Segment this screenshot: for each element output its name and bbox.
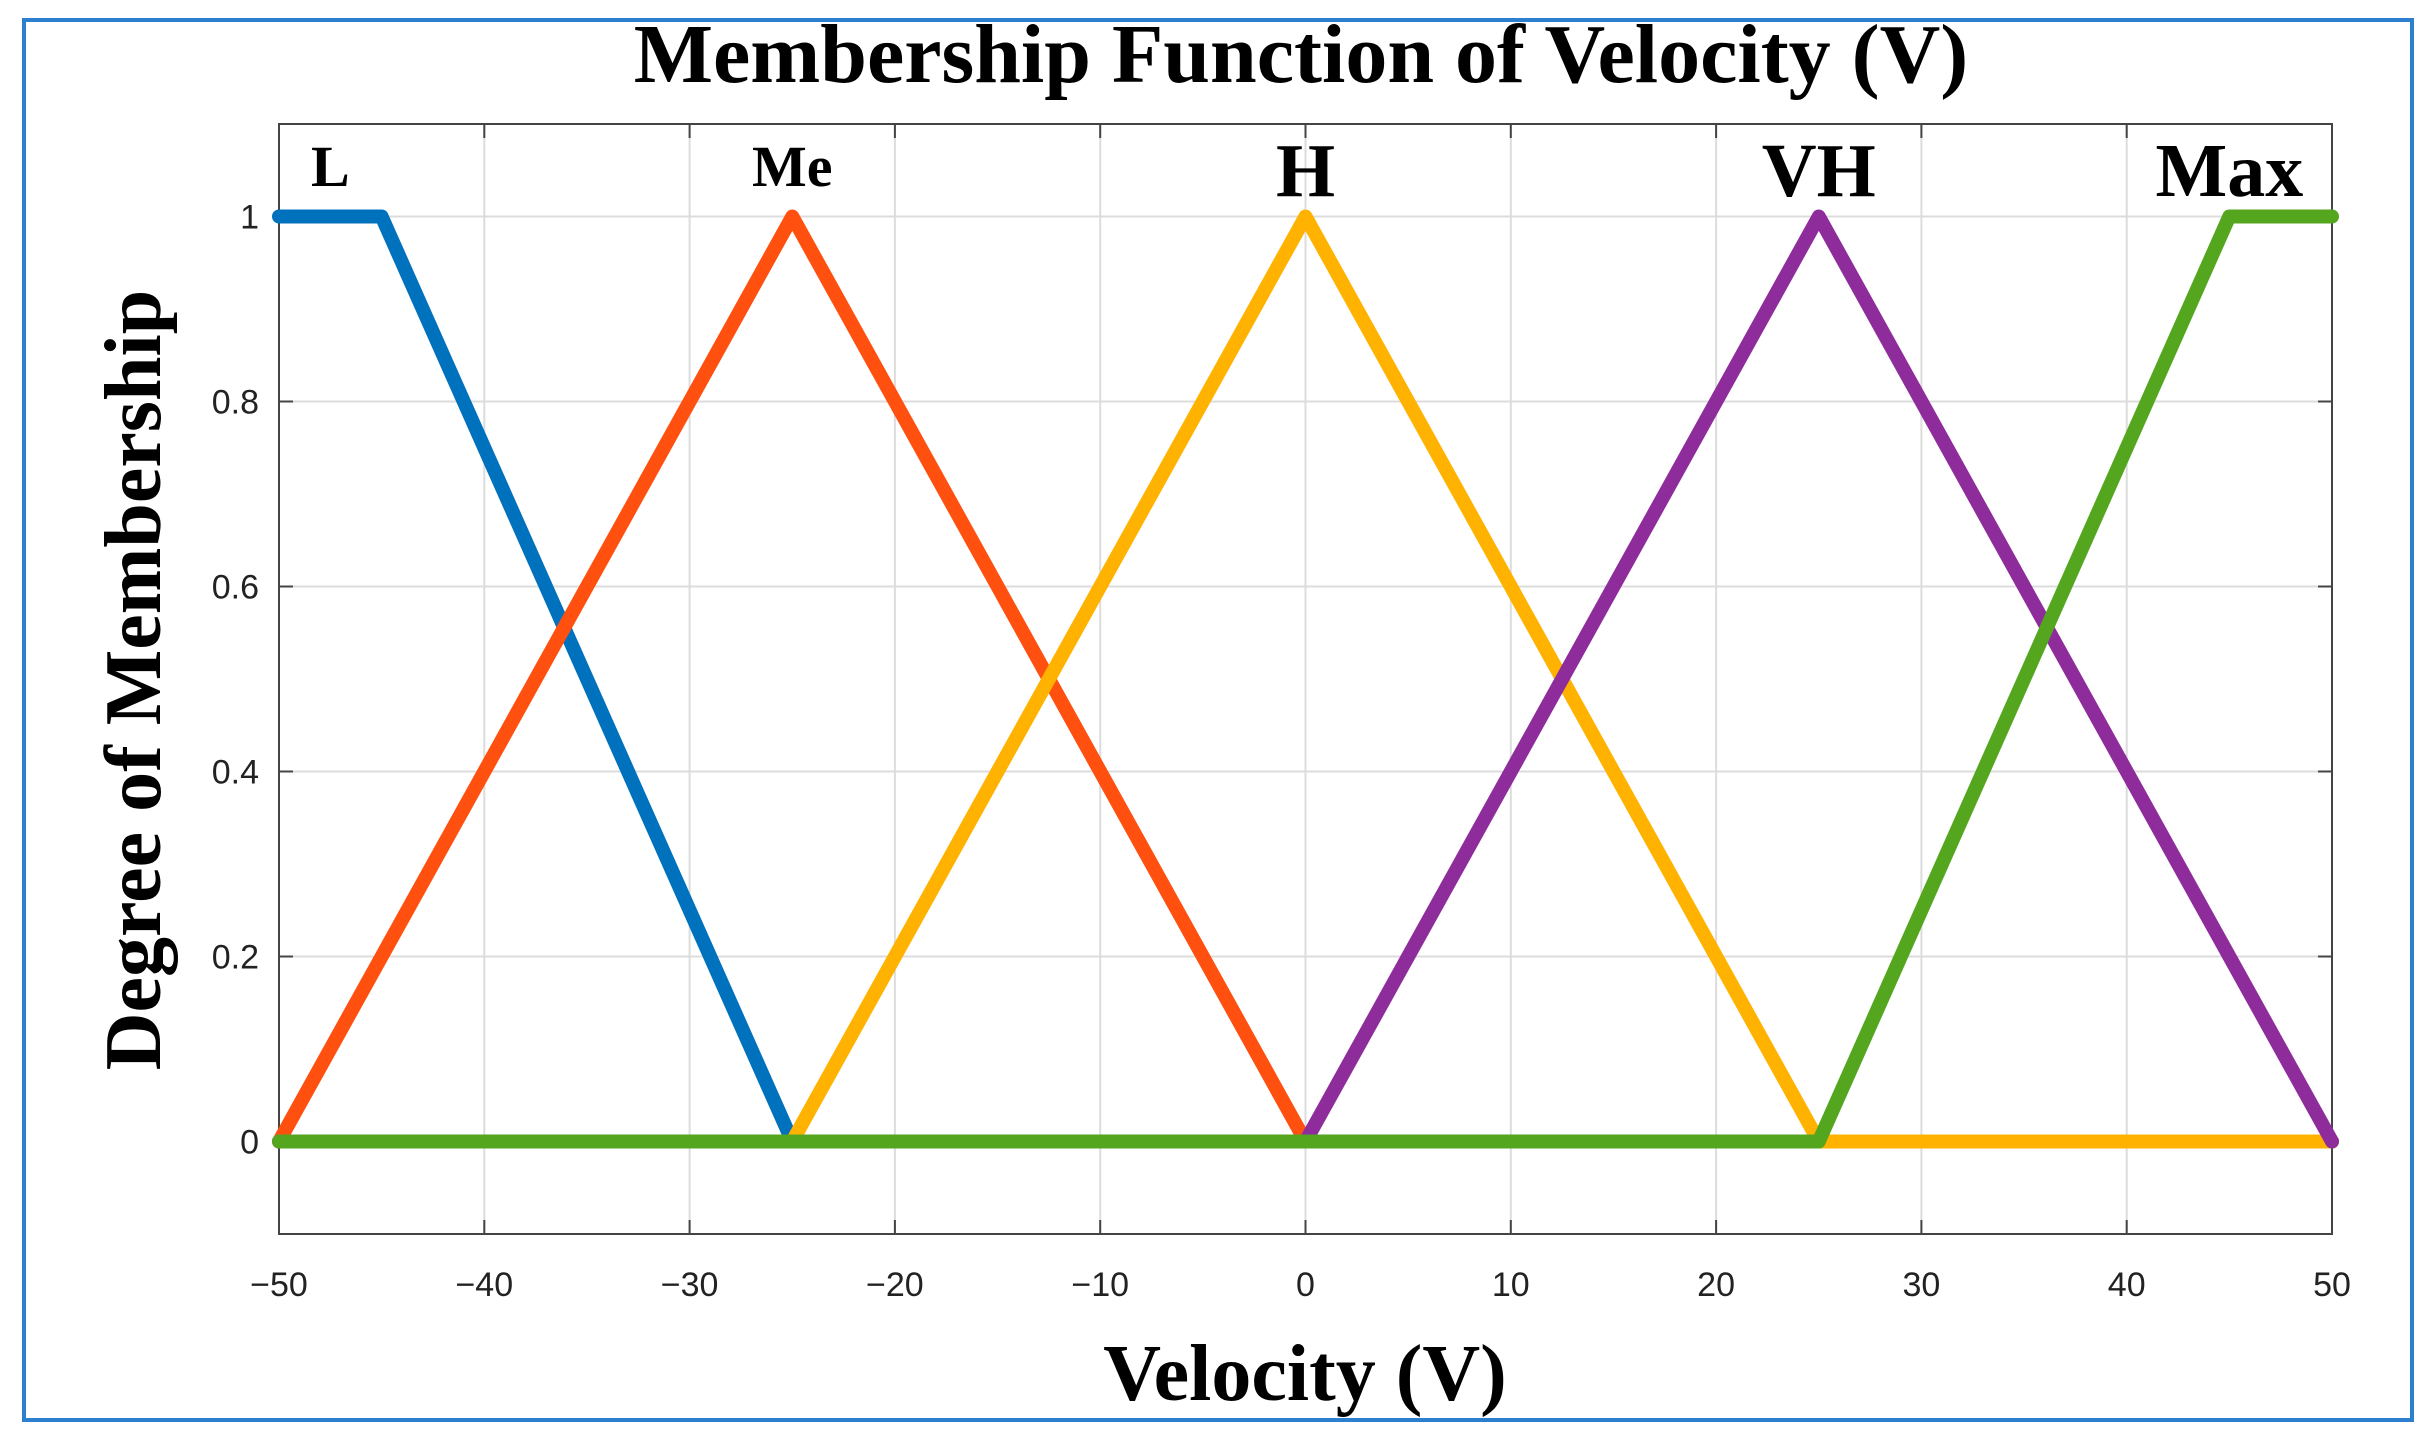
y-axis-label: Degree of Membership bbox=[90, 290, 178, 1071]
y-tick-label: 0.6 bbox=[212, 569, 259, 607]
y-tick-label: 0.2 bbox=[212, 939, 259, 977]
chart-title: Membership Function of Velocity (V) bbox=[634, 8, 1969, 101]
x-tick-label: −20 bbox=[866, 1266, 924, 1304]
label-me: Me bbox=[752, 134, 833, 199]
label-l: L bbox=[311, 134, 350, 199]
series-group bbox=[272, 209, 2339, 1149]
figure-frame bbox=[22, 18, 2414, 1422]
series-max-line bbox=[272, 209, 2339, 1149]
x-tick-label: 10 bbox=[1492, 1266, 1530, 1304]
label-vh: VH bbox=[1762, 129, 1876, 213]
label-h: H bbox=[1276, 129, 1335, 213]
x-tick-label: −40 bbox=[455, 1266, 513, 1304]
y-tick-label: 0.8 bbox=[212, 384, 259, 422]
x-tick-label: −30 bbox=[661, 1266, 719, 1304]
x-tick-label: 20 bbox=[1697, 1266, 1735, 1304]
x-tick-label: 30 bbox=[1902, 1266, 1940, 1304]
x-axis-label: Velocity (V) bbox=[1103, 1330, 1507, 1418]
x-tick-label: 0 bbox=[1296, 1266, 1315, 1304]
x-tick-label: 50 bbox=[2313, 1266, 2351, 1304]
y-tick-label: 0.4 bbox=[212, 754, 259, 792]
y-tick-label: 0 bbox=[240, 1124, 259, 1162]
annotations: L Me H VH Max bbox=[311, 129, 2303, 213]
x-tick-label: −50 bbox=[250, 1266, 308, 1304]
y-tick-label: 1 bbox=[240, 199, 259, 237]
label-max: Max bbox=[2155, 129, 2303, 213]
x-tick-label: 40 bbox=[2108, 1266, 2146, 1304]
axis-ticks: −50 −40 −30 −20 −10 0 10 20 30 40 50 0 0.2 0.4 0.6 0.8 1 bbox=[212, 124, 2351, 1304]
x-tick-label: −10 bbox=[1071, 1266, 1129, 1304]
